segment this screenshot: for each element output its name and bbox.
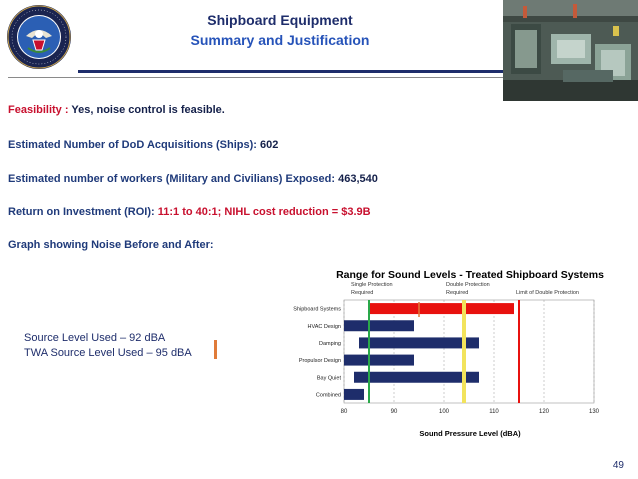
slide-title: Shipboard Equipment xyxy=(207,12,353,28)
data-bar xyxy=(344,354,414,366)
acquisitions-line: Estimated Number of DoD Acquisitions (Sh… xyxy=(8,139,278,151)
shipboard-equipment-photo xyxy=(503,0,638,101)
reference-line-label: Required xyxy=(351,290,373,296)
x-tick-label: 110 xyxy=(489,409,499,415)
chart-title: Range for Sound Levels - Treated Shipboa… xyxy=(336,269,604,281)
category-label: Bay Quiet xyxy=(317,375,342,381)
twa-source-level-line: TWA Source Level Used – 95 dBA xyxy=(24,347,192,359)
category-label: Damping xyxy=(319,341,341,347)
category-label: HVAC Design xyxy=(307,324,341,330)
x-axis-label: Sound Pressure Level (dBA) xyxy=(419,429,521,438)
graph-line: Graph showing Noise Before and After: xyxy=(8,239,214,251)
data-bar xyxy=(344,320,414,332)
source-level-note: Source Level Used – 92 dBA TWA Source Le… xyxy=(24,331,192,361)
roi-line: Return on Investment (ROI): 11:1 to 40:1… xyxy=(8,206,371,218)
feasibility-value: Yes, noise control is feasible. xyxy=(71,104,225,116)
slide-title-block: Shipboard Equipment Summary and Justific… xyxy=(140,12,420,48)
x-tick-label: 100 xyxy=(439,409,450,415)
header-rule xyxy=(78,70,503,73)
category-label: Combined xyxy=(316,392,341,398)
x-tick-label: 120 xyxy=(539,409,550,415)
note-marker xyxy=(214,340,217,359)
workers-line: Estimated number of workers (Military an… xyxy=(8,173,378,185)
x-tick-label: 80 xyxy=(341,409,348,415)
x-tick-label: 130 xyxy=(589,409,600,415)
data-bar xyxy=(359,337,479,349)
data-bar xyxy=(369,303,514,315)
data-bar xyxy=(354,371,479,383)
workers-value: 463,540 xyxy=(338,173,378,185)
reference-line-label: Limit of Double Protection xyxy=(516,290,579,296)
slide-subtitle: Summary and Justification xyxy=(190,32,370,48)
category-label: Shipboard Systems xyxy=(293,307,341,313)
sound-level-chart: Range for Sound Levels - Treated Shipboa… xyxy=(293,269,604,438)
category-label: Propulsor Design xyxy=(299,358,341,364)
data-bar xyxy=(344,388,364,400)
graph-label: Graph showing Noise Before and After: xyxy=(8,239,214,251)
reference-line-label: Single Protection xyxy=(351,282,393,288)
feasibility-label: Feasibility : xyxy=(8,104,69,116)
workers-label: Estimated number of workers (Military an… xyxy=(8,173,336,185)
feasibility-line: Feasibility : Yes, noise control is feas… xyxy=(8,104,225,116)
source-level-line: Source Level Used – 92 dBA xyxy=(24,332,166,344)
acquisitions-value: 602 xyxy=(260,139,279,151)
x-tick-label: 90 xyxy=(391,409,398,415)
chart-plot-area xyxy=(343,299,595,404)
reference-line-label: Double Protection xyxy=(446,282,490,288)
page-number: 49 xyxy=(612,460,624,471)
dod-seal-logo xyxy=(7,5,71,69)
roi-label: Return on Investment (ROI): xyxy=(8,206,155,218)
reference-line-label: Required xyxy=(446,290,468,296)
roi-value: 11:1 to 40:1; NIHL cost reduction = $3.9… xyxy=(157,206,371,218)
header-rule-thin xyxy=(8,77,503,78)
acquisitions-label: Estimated Number of DoD Acquisitions (Sh… xyxy=(8,139,257,151)
